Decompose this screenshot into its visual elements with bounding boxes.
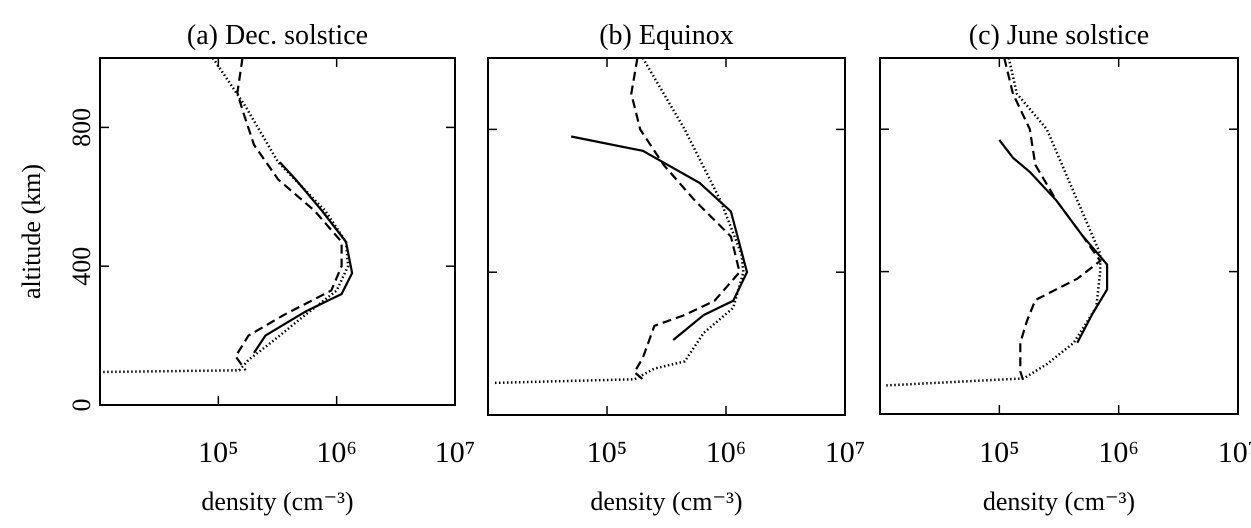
series-line <box>1003 57 1102 383</box>
series-line <box>492 57 745 385</box>
x-tick-label: 10⁵ <box>979 436 1019 469</box>
y-tick-label: 400 <box>67 247 96 286</box>
x-axis-label: density (cm⁻³) <box>983 487 1135 516</box>
x-tick-label: 10⁵ <box>587 436 627 469</box>
x-tick-label: 10⁶ <box>1098 436 1138 469</box>
series-line <box>884 57 1102 387</box>
x-tick-label: 10⁷ <box>1218 436 1251 469</box>
chart-title: (a) Dec. solstice <box>187 20 368 51</box>
series-line <box>570 135 749 341</box>
x-tick-label: 10⁶ <box>316 436 356 469</box>
y-axis-label: altitude (km) <box>17 164 46 299</box>
x-axis-label: density (cm⁻³) <box>201 487 353 516</box>
y-tick-label: 800 <box>67 108 96 147</box>
x-tick-label: 10⁷ <box>435 436 475 469</box>
x-tick-label: 10⁷ <box>825 436 865 469</box>
y-tick-label: 0 <box>67 399 96 412</box>
series-line <box>630 57 741 381</box>
plot-frame <box>879 57 1239 415</box>
plot-frame <box>487 57 846 416</box>
chart-title: (b) Equinox <box>599 20 734 51</box>
x-tick-label: 10⁵ <box>198 436 238 469</box>
series-line <box>253 161 354 354</box>
series-line <box>998 139 1109 344</box>
plot-frame <box>99 57 456 406</box>
chart-title: (c) June solstice <box>969 20 1149 51</box>
x-tick-label: 10⁶ <box>706 436 746 469</box>
series-line <box>234 57 343 371</box>
series-line <box>99 57 350 374</box>
x-axis-label: density (cm⁻³) <box>590 487 742 516</box>
